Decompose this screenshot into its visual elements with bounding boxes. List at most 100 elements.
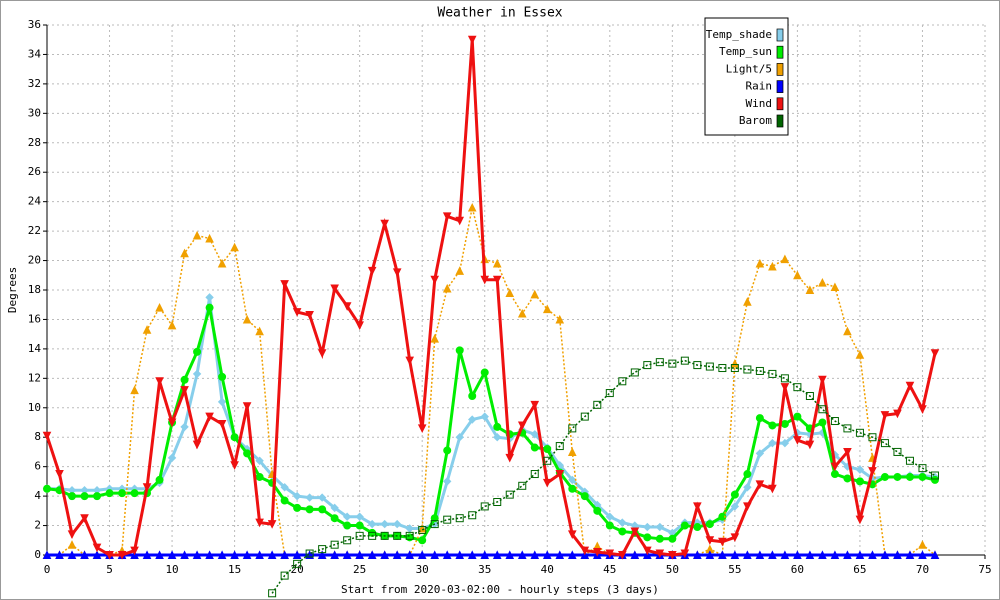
marker <box>743 550 752 559</box>
marker <box>167 550 177 559</box>
marker <box>205 303 214 312</box>
marker <box>768 369 777 378</box>
marker <box>305 505 314 514</box>
marker <box>68 492 77 501</box>
marker <box>468 415 477 424</box>
marker <box>605 389 614 398</box>
marker <box>293 559 302 568</box>
marker <box>843 326 852 336</box>
marker <box>643 522 652 532</box>
marker <box>780 254 790 264</box>
marker <box>530 289 540 299</box>
marker <box>67 540 77 549</box>
marker <box>405 531 414 540</box>
marker <box>330 284 339 294</box>
marker <box>318 505 327 514</box>
marker <box>630 368 639 377</box>
marker <box>255 326 264 336</box>
marker <box>880 411 890 420</box>
marker <box>718 537 727 547</box>
marker <box>318 545 327 554</box>
marker <box>430 514 439 523</box>
marker <box>280 550 289 559</box>
marker <box>568 475 577 485</box>
marker <box>480 275 490 285</box>
marker <box>467 202 477 212</box>
marker <box>743 297 752 306</box>
marker <box>768 438 777 448</box>
marker <box>630 550 640 559</box>
marker <box>530 443 539 452</box>
marker <box>355 512 364 521</box>
marker <box>793 412 802 421</box>
marker <box>417 424 427 434</box>
marker <box>493 422 502 431</box>
y-tick-label: 10 <box>28 401 41 414</box>
marker <box>555 550 565 559</box>
legend-label: Wind <box>746 97 773 110</box>
marker <box>693 523 702 532</box>
marker <box>130 385 139 395</box>
marker <box>317 550 327 559</box>
marker <box>167 320 177 330</box>
marker <box>918 472 927 481</box>
marker <box>367 550 377 559</box>
x-tick-label: 10 <box>165 563 178 576</box>
marker <box>492 258 502 268</box>
marker <box>430 550 440 559</box>
marker <box>818 418 827 427</box>
marker <box>643 546 652 556</box>
marker <box>568 484 577 493</box>
marker <box>92 543 102 553</box>
marker <box>918 464 927 473</box>
marker <box>305 311 314 320</box>
marker <box>593 400 602 409</box>
marker <box>105 551 114 560</box>
marker <box>818 278 827 287</box>
marker <box>818 550 827 559</box>
marker <box>705 520 714 529</box>
marker <box>293 503 302 512</box>
marker <box>455 266 465 275</box>
y-tick-label: 28 <box>28 136 41 149</box>
marker <box>192 550 202 559</box>
marker <box>192 230 202 240</box>
marker <box>442 550 452 559</box>
marker <box>218 372 227 381</box>
x-tick-label: 0 <box>44 563 51 576</box>
y-tick-label: 26 <box>28 165 41 178</box>
marker <box>230 242 239 252</box>
marker <box>155 377 164 386</box>
marker <box>305 493 314 502</box>
marker <box>467 35 477 45</box>
legend-label: Rain <box>746 80 773 93</box>
x-tick-label: 45 <box>603 563 616 576</box>
marker <box>455 514 464 523</box>
marker <box>930 471 939 480</box>
marker <box>418 536 427 545</box>
marker <box>905 381 915 391</box>
marker <box>255 456 264 465</box>
x-tick-label: 30 <box>416 563 429 576</box>
marker <box>743 502 752 512</box>
marker <box>718 550 727 559</box>
marker <box>805 285 815 294</box>
marker <box>55 550 64 559</box>
marker <box>392 550 402 559</box>
marker <box>855 350 865 359</box>
marker <box>730 490 739 499</box>
marker <box>718 364 727 373</box>
marker <box>568 424 577 433</box>
y-tick-label: 34 <box>28 47 42 60</box>
marker <box>493 498 502 506</box>
marker <box>217 550 227 559</box>
marker <box>768 550 777 559</box>
y-tick-label: 0 <box>34 548 41 561</box>
marker <box>505 288 515 297</box>
marker <box>930 550 940 559</box>
marker <box>443 446 452 455</box>
marker <box>155 303 164 312</box>
y-tick-label: 32 <box>28 77 41 90</box>
x-tick-label: 55 <box>728 563 741 576</box>
marker <box>668 534 677 543</box>
